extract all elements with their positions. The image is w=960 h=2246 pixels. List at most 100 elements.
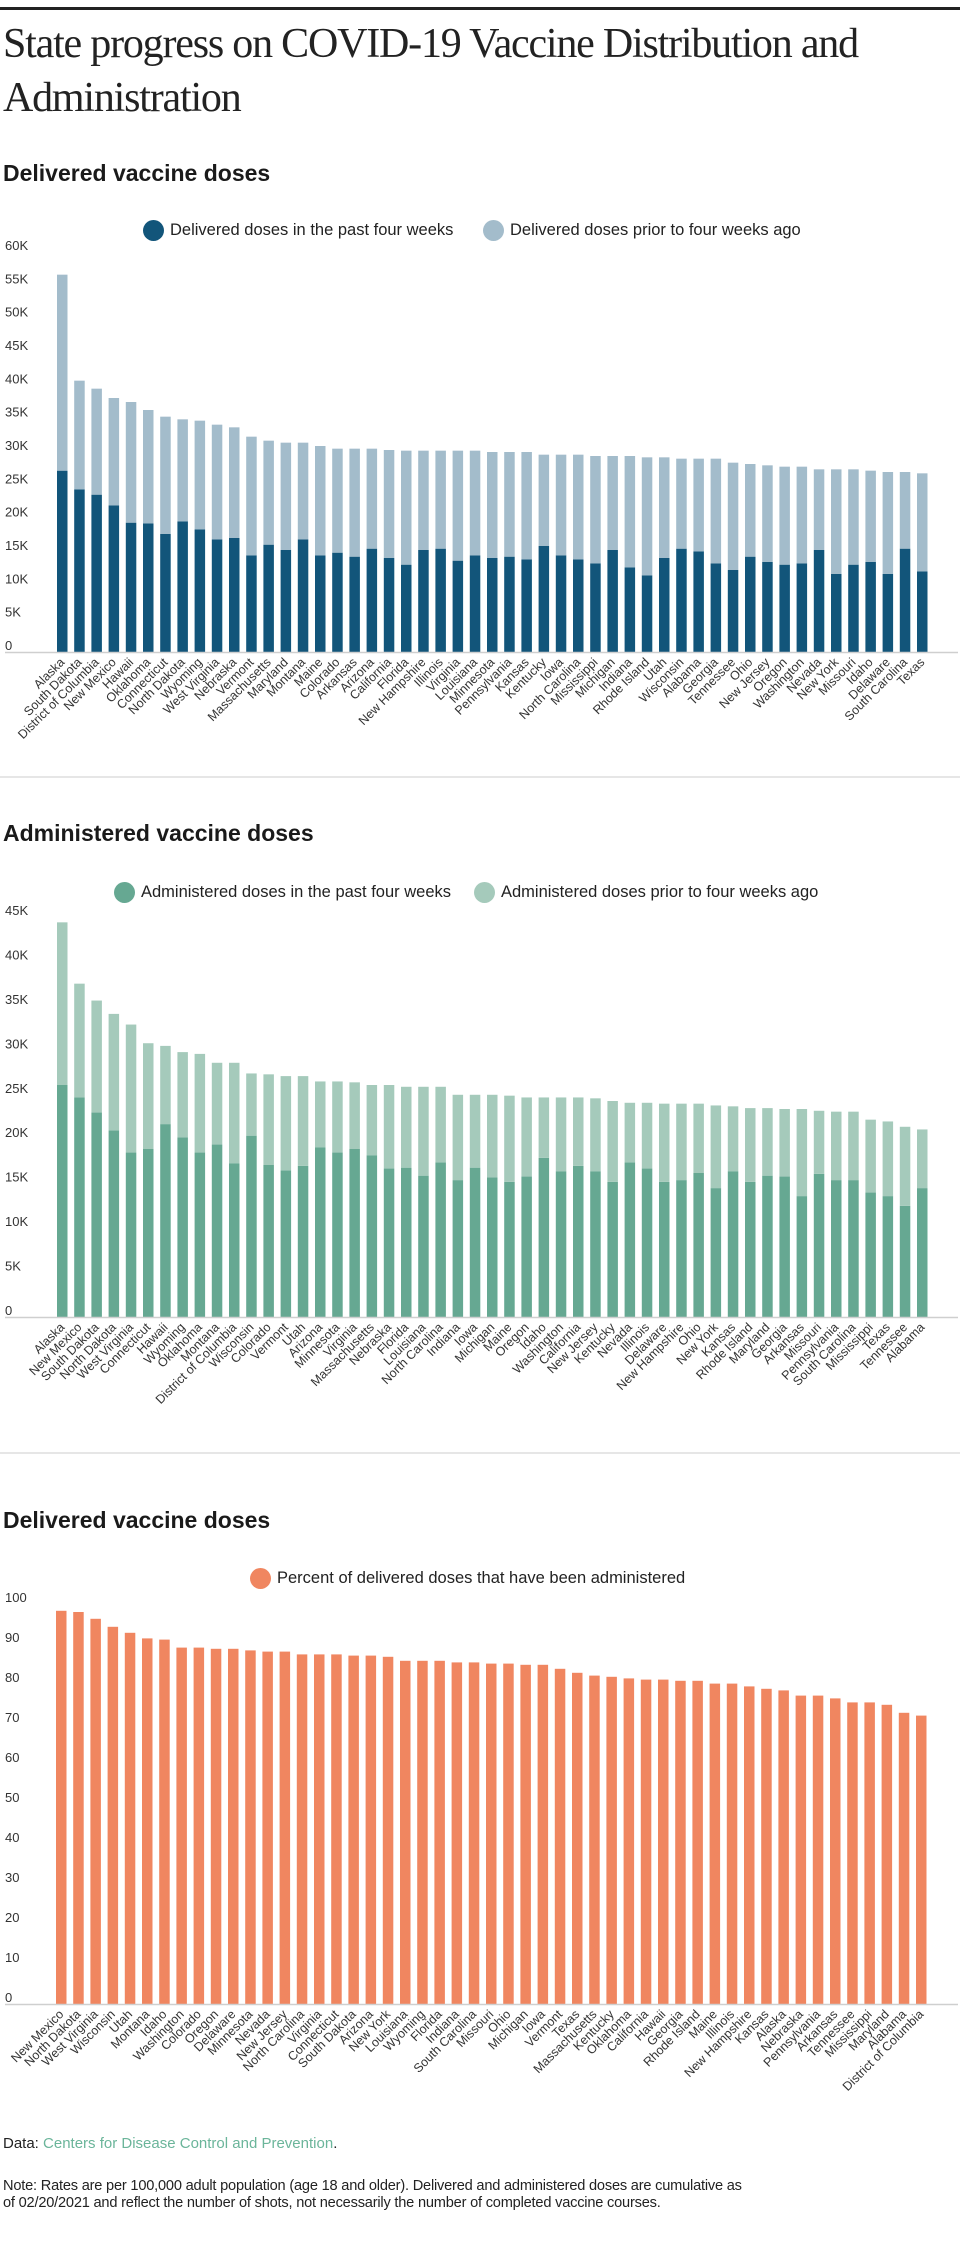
bar-primary <box>280 550 292 652</box>
bar-secondary <box>57 922 68 1085</box>
bar-primary <box>640 1679 652 2004</box>
bar-primary <box>504 556 515 652</box>
bar-secondary <box>899 1126 911 1206</box>
legend-item-delivered-prior: Delivered doses prior to four weeks ago <box>483 219 801 241</box>
bar-secondary <box>297 1076 309 1166</box>
y-tick-label: 0 <box>5 1990 12 2005</box>
bar-primary <box>296 1654 308 2004</box>
bar-secondary <box>177 1052 188 1138</box>
bar-secondary <box>125 402 137 523</box>
bar-primary <box>314 1654 325 2004</box>
y-tick-label: 45K <box>5 338 28 353</box>
bar-primary <box>779 564 790 652</box>
bar-primary <box>726 1683 738 2004</box>
bar-primary <box>623 1678 635 2004</box>
bar-secondary <box>504 1095 515 1182</box>
bar-primary <box>91 1112 102 1317</box>
legend-item-administered-recent: Administered doses in the past four week… <box>114 881 451 903</box>
data-source-suffix: . <box>333 2135 338 2152</box>
bar-primary <box>279 1651 291 2004</box>
bar-secondary <box>727 1106 739 1172</box>
bar-secondary <box>555 454 567 556</box>
y-tick-label: 20K <box>5 1125 28 1140</box>
bar-primary <box>417 1660 428 2004</box>
bar-primary <box>469 1167 481 1317</box>
bar-primary <box>676 1180 687 1317</box>
bar-secondary <box>521 452 532 560</box>
bar-primary <box>521 1176 532 1317</box>
bar-primary <box>366 1155 378 1317</box>
bar-primary <box>90 1618 101 2004</box>
bar-primary <box>246 555 257 652</box>
bar-primary <box>624 567 636 652</box>
bar-secondary <box>762 465 773 562</box>
bar-primary <box>176 1647 187 2004</box>
bar-secondary <box>813 1110 825 1174</box>
y-tick-label: 50 <box>5 1790 19 1805</box>
bar-primary <box>692 1680 703 2004</box>
bar-secondary <box>796 1109 808 1197</box>
bar-secondary <box>865 1119 876 1193</box>
bar-primary <box>693 551 704 652</box>
bar-primary <box>607 1181 618 1317</box>
bar-secondary <box>607 456 618 550</box>
bar-primary <box>229 1163 240 1317</box>
bar-primary <box>659 1181 670 1317</box>
bar-secondary <box>366 448 378 549</box>
bar-secondary <box>91 1000 102 1113</box>
bar-primary <box>504 1181 515 1317</box>
bar-secondary <box>607 1101 618 1182</box>
bar-secondary <box>899 472 911 549</box>
bar-primary <box>211 1144 223 1317</box>
bar-primary <box>246 1135 257 1317</box>
top-rule <box>0 7 960 10</box>
bar-primary <box>383 558 395 652</box>
bar-secondary <box>813 469 825 550</box>
section-divider <box>0 776 960 778</box>
bar-primary <box>589 1675 600 2004</box>
bar-primary <box>865 562 876 652</box>
bar-secondary <box>263 1074 274 1165</box>
y-tick-label: 80 <box>5 1670 19 1685</box>
bar-secondary <box>418 1086 429 1176</box>
bar-secondary <box>659 457 670 558</box>
bar-secondary <box>590 1098 601 1172</box>
bar-primary <box>573 559 584 652</box>
y-tick-label: 40K <box>5 947 28 962</box>
bar-primary <box>142 1638 153 2004</box>
bar-primary <box>297 1165 309 1317</box>
bar-primary <box>263 1165 274 1317</box>
bar-primary <box>297 539 309 652</box>
bar-primary <box>831 1180 842 1317</box>
bar-primary <box>796 1196 808 1317</box>
bar-primary <box>57 1085 68 1317</box>
bar-primary <box>555 555 567 652</box>
bar-primary <box>229 538 240 652</box>
bar-primary <box>865 1192 876 1317</box>
bar-secondary <box>143 410 154 524</box>
bar-primary <box>778 1690 789 2004</box>
bar-primary <box>573 1165 584 1317</box>
bar-secondary <box>91 388 102 495</box>
y-tick-label: 100 <box>5 1590 27 1605</box>
bar-secondary <box>366 1085 378 1156</box>
y-tick-label: 25K <box>5 471 28 486</box>
bar-primary <box>451 1662 463 2004</box>
source-link[interactable]: Centers for Disease Control and Preventi… <box>43 2135 334 2152</box>
bar-primary <box>487 1177 498 1317</box>
bar-primary <box>74 489 85 652</box>
y-tick-label: 15K <box>5 1170 28 1185</box>
bar-primary <box>210 1648 222 2004</box>
legend-label: Delivered doses prior to four weeks ago <box>510 220 801 239</box>
bar-primary <box>898 1712 910 2004</box>
chart-1-title: Delivered vaccine doses <box>3 160 271 186</box>
bar-primary <box>194 529 206 652</box>
bar-secondary <box>917 1129 928 1189</box>
bar-primary <box>882 1196 894 1317</box>
bar-primary <box>796 563 808 652</box>
bar-secondary <box>848 469 859 565</box>
bar-secondary <box>125 1024 137 1153</box>
bar-primary <box>401 1167 412 1317</box>
bar-primary <box>882 574 894 652</box>
bar-secondary <box>383 1085 395 1169</box>
